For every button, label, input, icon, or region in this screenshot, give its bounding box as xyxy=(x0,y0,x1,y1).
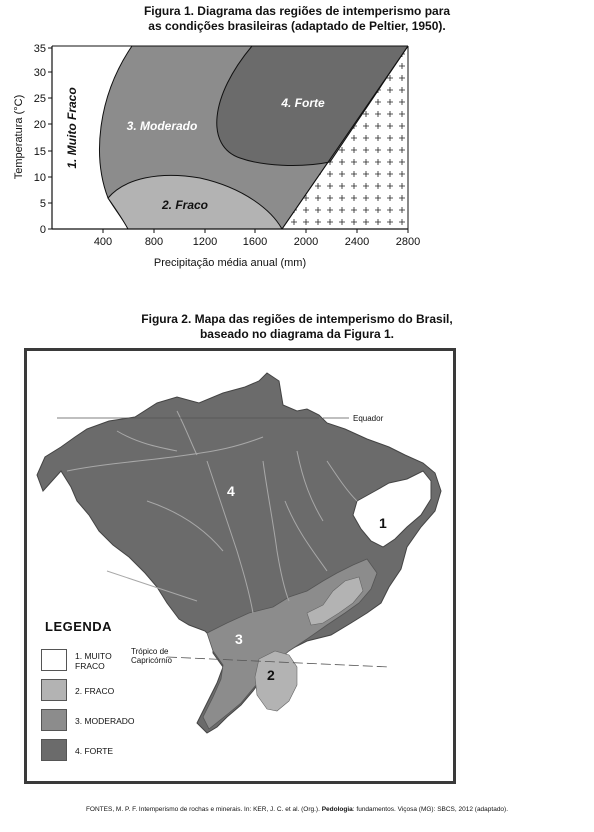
x-tick-label: 400 xyxy=(94,236,112,248)
legend-title: LEGENDA xyxy=(45,619,113,634)
x-tick-label: 1200 xyxy=(193,236,217,248)
region-moderado-label: 3. Moderado xyxy=(127,119,198,133)
legend-swatch xyxy=(41,739,67,761)
figure1-title-line2: as condições brasileiras (adaptado de Pe… xyxy=(148,19,446,33)
y-tick-label: 25 xyxy=(34,93,46,105)
legend-label: 1. MUITO FRACO xyxy=(75,651,135,671)
region-fraco-area xyxy=(107,174,283,229)
region-number-1: 1 xyxy=(379,515,387,531)
legend-label: 4. FORTE xyxy=(75,746,114,756)
weathering-diagram: 0 5 10 15 20 25 30 35 400 800 1200 1600 … xyxy=(13,43,420,269)
legend-item-fraco: 2. FRACO xyxy=(41,679,241,705)
legend-label: 3. MODERADO xyxy=(75,716,135,726)
region-dotted-area xyxy=(281,46,408,229)
y-tick-label: 20 xyxy=(34,119,46,131)
y-tick-label: 15 xyxy=(34,146,46,158)
legend-swatch xyxy=(41,679,67,701)
legend-item-forte: 4. FORTE xyxy=(41,739,241,765)
y-tick-label: 0 xyxy=(40,224,46,236)
y-tick-label: 10 xyxy=(34,172,46,184)
legend-swatch xyxy=(41,709,67,731)
legend-item-moderado: 3. MODERADO xyxy=(41,709,241,735)
figure1-title: Figura 1. Diagrama das regiões de intemp… xyxy=(0,4,594,34)
rivers xyxy=(66,410,358,614)
figure2-title-line1: Figura 2. Mapa das regiões de intemperis… xyxy=(141,312,453,326)
x-tick-label: 2000 xyxy=(294,236,318,248)
equator-label: Equador xyxy=(353,414,384,423)
y-tick-label: 30 xyxy=(34,67,46,79)
region-fraco-label: 2. Fraco xyxy=(161,198,208,212)
brazil-shape-fraco xyxy=(254,650,298,712)
x-tick-label: 1600 xyxy=(243,236,267,248)
legend-label: 2. FRACO xyxy=(75,686,115,696)
figure2-title-line2: baseado no diagrama da Figura 1. xyxy=(199,327,395,341)
y-axis-label: Temperatura (°C) xyxy=(13,95,25,179)
figure2-title: Figura 2. Mapa das regiões de intemperis… xyxy=(0,312,594,342)
x-tick-label: 800 xyxy=(145,236,163,248)
legend-item-muito-fraco: 1. MUITO FRACO xyxy=(41,649,241,675)
tropic-label-line2: Capricórnio xyxy=(131,656,172,665)
source-citation: FONTES, M. P. F. Intemperismo de rochas … xyxy=(0,806,594,813)
x-tick-label: 2400 xyxy=(345,236,369,248)
brazil-shape-fraco-se xyxy=(306,576,364,626)
legend-label-line1: 1. MUITO xyxy=(75,651,112,661)
y-tick-label: 5 xyxy=(40,198,46,210)
tropic-line xyxy=(166,656,390,668)
region-number-3: 3 xyxy=(235,631,243,647)
tropic-label-line1: Trópico de xyxy=(131,647,169,656)
region-muito-fraco-label: 1. Muito Fraco xyxy=(65,87,79,168)
x-tick-label: 2800 xyxy=(396,236,420,248)
y-tick-label: 35 xyxy=(34,43,46,55)
legend-swatch xyxy=(41,649,67,671)
region-number-4: 4 xyxy=(227,483,235,499)
legend-label-line2: FRACO xyxy=(75,661,105,671)
region-forte-label: 4. Forte xyxy=(280,96,325,110)
source-suffix: : fundamentos. Viçosa (MG): SBCS, 2012 (… xyxy=(352,806,509,813)
figure1-title-line1: Figura 1. Diagrama das regiões de intemp… xyxy=(143,4,451,18)
x-axis-label: Precipitação média anual (mm) xyxy=(154,257,306,269)
region-forte-area xyxy=(216,46,408,166)
brazil-shape-muito-fraco xyxy=(352,470,432,548)
brazil-map xyxy=(36,372,442,734)
region-number-2: 2 xyxy=(267,667,275,683)
source-prefix: FONTES, M. P. F. Intemperismo de rochas … xyxy=(85,806,322,813)
brazil-map-frame: Equador Trópico de Capricórnio 4 1 3 2 L… xyxy=(24,348,456,784)
source-bold-title: Pedologia xyxy=(321,806,353,813)
